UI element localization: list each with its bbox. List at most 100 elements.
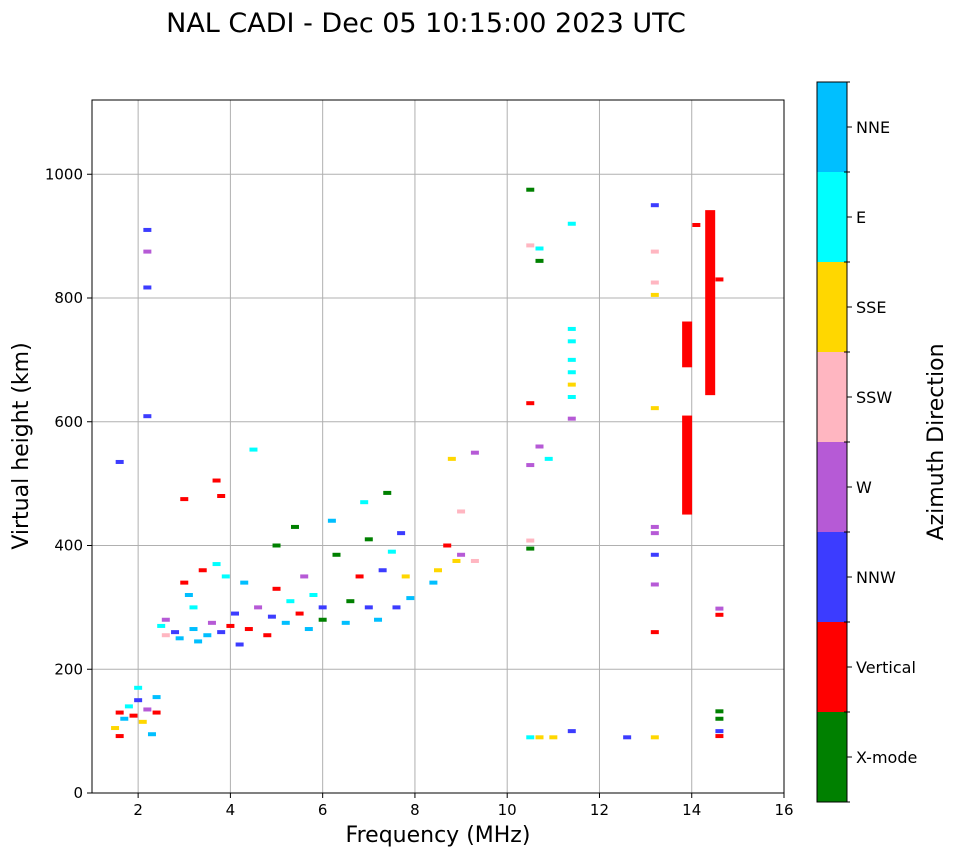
colorbar-title: Azimuth Direction: [924, 343, 949, 540]
echo-point: [526, 463, 535, 468]
echo-point: [184, 593, 193, 597]
echo-point: [143, 707, 152, 712]
echo-point: [194, 639, 203, 644]
echo-trace-segment: [705, 210, 716, 396]
echo-point: [143, 414, 152, 419]
echo-point: [535, 246, 544, 251]
x-tick-label: 16: [774, 801, 793, 819]
echo-point: [235, 642, 244, 647]
echo-point: [457, 509, 466, 514]
plot-frame: [91, 99, 785, 794]
echo-point: [535, 735, 544, 740]
echo-point: [263, 633, 272, 638]
echo-point: [715, 612, 724, 617]
echo-point: [526, 546, 535, 551]
echo-point: [240, 580, 249, 585]
echo-point: [143, 285, 152, 290]
grid-lines: [92, 100, 784, 793]
echo-point: [318, 605, 327, 610]
colorbar-label: E: [856, 208, 866, 227]
colorbar-label: Vertical: [856, 658, 916, 677]
echo-point: [397, 531, 406, 536]
echo-point: [650, 531, 659, 536]
echo-point: [189, 627, 198, 632]
echo-point: [203, 633, 212, 638]
echo-point: [567, 729, 576, 734]
echo-point: [567, 221, 576, 226]
echo-point: [341, 620, 350, 625]
colorbar-label: SSW: [856, 388, 892, 407]
echo-point: [217, 494, 226, 498]
echo-point: [692, 222, 701, 227]
echo-point: [526, 735, 535, 740]
echo-point: [175, 636, 184, 641]
echo-point: [650, 280, 659, 285]
echo-point: [650, 630, 659, 635]
echo-point: [161, 617, 170, 622]
echo-point: [138, 719, 147, 724]
echo-point: [115, 710, 124, 715]
echo-point: [134, 698, 143, 703]
echo-point: [318, 617, 327, 622]
echo-point: [447, 456, 456, 461]
echo-point: [567, 370, 576, 375]
colorbar: X-mode Vertical NNW W SSW SSE E NNE: [816, 81, 917, 803]
echo-point: [124, 704, 133, 709]
echo-point: [401, 574, 410, 579]
echo-point: [549, 735, 558, 740]
echo-point: [143, 249, 152, 254]
colorbar-segment: [817, 82, 847, 172]
echo-point: [650, 582, 659, 587]
y-tick-label: 800: [54, 289, 83, 307]
echo-point: [567, 395, 576, 399]
echo-point: [281, 620, 290, 625]
echo-point: [267, 614, 276, 619]
echo-point: [567, 339, 576, 344]
echo-point: [120, 716, 129, 721]
echo-point: [304, 627, 313, 632]
echo-point: [526, 401, 535, 406]
echo-point: [152, 710, 161, 715]
echo-point: [406, 596, 415, 601]
echo-point: [300, 574, 309, 579]
echo-point: [650, 406, 659, 411]
echo-point: [470, 558, 479, 563]
echo-point: [295, 611, 304, 616]
y-tick-label: 600: [54, 413, 83, 431]
x-axis-label: Frequency (MHz): [346, 823, 531, 848]
y-tick-label: 200: [54, 660, 83, 678]
echo-point: [567, 382, 576, 387]
echo-point: [623, 735, 632, 740]
y-axis-label: Virtual height (km): [9, 342, 34, 549]
echo-point: [290, 524, 299, 529]
y-tick-label: 1000: [45, 165, 83, 183]
colorbar-label: NNE: [856, 118, 890, 137]
echo-point: [249, 447, 258, 452]
echo-point: [129, 713, 138, 718]
colorbar-segment: [817, 442, 847, 532]
echo-point: [152, 695, 161, 700]
echo-point: [443, 543, 452, 548]
echo-point: [221, 574, 230, 579]
echo-point: [526, 243, 535, 248]
echo-point: [231, 611, 240, 616]
x-tick-label: 2: [133, 801, 143, 819]
echo-point: [567, 357, 576, 362]
colorbar-label: X-mode: [856, 748, 917, 767]
echo-point: [355, 574, 364, 579]
echo-point: [715, 729, 724, 734]
echo-point: [272, 586, 281, 591]
chart-title: NAL CADI - Dec 05 10:15:00 2023 UTC: [166, 8, 686, 39]
echo-point: [715, 734, 724, 739]
echo-point: [207, 620, 216, 625]
echo-point: [650, 524, 659, 529]
echo-point: [111, 726, 120, 731]
echo-point: [115, 734, 124, 739]
echo-point: [161, 633, 170, 638]
colorbar-label: W: [856, 478, 872, 497]
echo-point: [715, 277, 724, 282]
echo-trace-segment: [682, 415, 693, 515]
colorbar-label: NNW: [856, 568, 896, 587]
echo-point: [180, 497, 189, 502]
echo-point: [272, 543, 281, 548]
